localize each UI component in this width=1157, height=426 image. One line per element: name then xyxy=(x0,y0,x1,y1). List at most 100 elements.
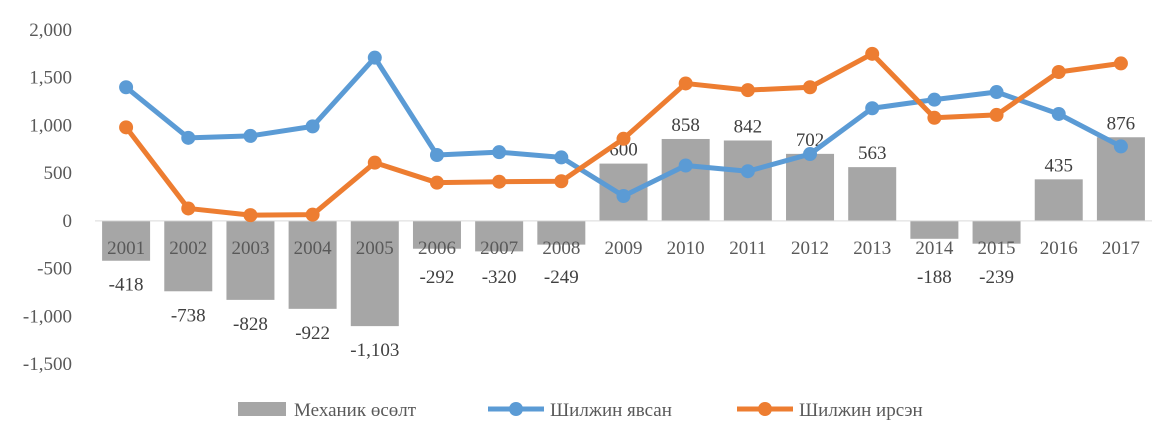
bar-2001 xyxy=(102,220,151,261)
point-2-2009 xyxy=(616,131,631,146)
category-label-2002: 2002 xyxy=(169,238,207,259)
category-label-2004: 2004 xyxy=(294,238,333,259)
point-2-2014 xyxy=(927,110,942,125)
bar-2003 xyxy=(226,220,275,300)
y-tick-label: 1,000 xyxy=(29,115,72,136)
point-2-2004 xyxy=(305,207,320,222)
point-1-2015 xyxy=(989,85,1004,100)
point-2-2001 xyxy=(119,120,134,135)
point-1-2008 xyxy=(554,150,569,165)
point-1-2013 xyxy=(865,101,880,116)
point-2-2003 xyxy=(243,208,258,223)
bar-2007 xyxy=(475,220,524,252)
bar-2012 xyxy=(786,153,835,221)
bar-2004 xyxy=(288,220,337,309)
bar-data-labels: -418-738 -828 -922-1,103-292 -320 -249600858… xyxy=(109,113,1135,361)
legend-label-bar: Механик өсөлт xyxy=(294,400,417,421)
category-label-2008: 2008 xyxy=(542,238,580,259)
legend-label-2: Шилжин ирсэн xyxy=(799,400,923,421)
point-2-2015 xyxy=(989,107,1004,122)
category-label-2016: 2016 xyxy=(1040,238,1078,259)
bar-2014 xyxy=(910,220,959,239)
bar-data-label-2011: 842 xyxy=(734,117,763,138)
point-2-2007 xyxy=(492,174,507,189)
category-label-2017: 2017 xyxy=(1102,238,1140,259)
point-1-2004 xyxy=(305,119,320,134)
bar-2002 xyxy=(164,220,213,292)
point-1-2017 xyxy=(1113,139,1128,154)
bar-data-label-2001: -418 xyxy=(109,275,144,296)
bar-2011 xyxy=(723,140,772,221)
bar-2005 xyxy=(350,220,399,327)
bar-2016 xyxy=(1034,179,1083,221)
point-1-2016 xyxy=(1051,106,1066,121)
bar-2013 xyxy=(848,167,897,221)
category-label-2014: 2014 xyxy=(915,238,954,259)
legend-label-1: Шилжин явсан xyxy=(550,400,672,421)
bar-data-label-2017: 876 xyxy=(1107,113,1136,134)
bar-data-label-2015: -239 xyxy=(979,267,1014,288)
bar-data-label-2004: -922 xyxy=(295,323,330,344)
bar-series xyxy=(102,137,1145,327)
bar-2010 xyxy=(661,138,710,221)
point-2-2011 xyxy=(740,83,755,98)
bar-data-label-2014: -188 xyxy=(917,267,952,288)
point-1-2009 xyxy=(616,189,631,204)
category-label-2009: 2009 xyxy=(605,238,643,259)
y-tick-label: -1,000 xyxy=(23,306,72,327)
category-label-2011: 2011 xyxy=(729,238,766,259)
point-1-2003 xyxy=(243,128,258,143)
y-tick-label: 0 xyxy=(63,211,73,232)
bar-2008 xyxy=(537,220,586,245)
point-2-2008 xyxy=(554,174,569,189)
y-axis: 2,000 1,500 1,000 500 0 -500 -1,000 -1,500 xyxy=(23,20,72,375)
point-1-2005 xyxy=(367,50,382,65)
category-labels: 2001 2002 2003 2004 2005 2006 2007 2008 2009 2010… xyxy=(107,238,1140,259)
category-label-2007: 2007 xyxy=(480,238,518,259)
bar-data-label-2002: -738 xyxy=(171,305,206,326)
y-tick-label: -500 xyxy=(37,259,72,280)
point-1-2011 xyxy=(740,164,755,179)
legend: Механик өсөлт Шилжин явсан Шилжин ирсэн xyxy=(238,400,923,421)
y-tick-label: 500 xyxy=(44,163,73,184)
y-tick-label: 1,500 xyxy=(29,68,72,89)
bar-data-label-2003: -828 xyxy=(233,314,268,335)
legend-swatch-marker-2 xyxy=(758,402,772,416)
category-label-2001: 2001 xyxy=(107,238,145,259)
bar-2015 xyxy=(972,220,1021,244)
point-1-2007 xyxy=(492,145,507,160)
point-1-2012 xyxy=(803,147,818,162)
category-label-2012: 2012 xyxy=(791,238,829,259)
point-2-2002 xyxy=(181,201,196,216)
point-2-2016 xyxy=(1051,64,1066,79)
point-2-2012 xyxy=(803,80,818,95)
bar-data-label-2012: 702 xyxy=(796,130,825,151)
y-tick-label: -1,500 xyxy=(23,354,72,375)
bar-2006 xyxy=(412,220,461,249)
point-2-2017 xyxy=(1113,56,1128,71)
point-2-2005 xyxy=(367,155,382,170)
point-1-2006 xyxy=(429,148,444,163)
bar-data-label-2006: -292 xyxy=(420,267,455,288)
bar-data-label-2005: -1,103 xyxy=(350,340,399,361)
bar-data-label-2016: 435 xyxy=(1044,155,1073,176)
category-label-2005: 2005 xyxy=(356,238,394,259)
category-label-2006: 2006 xyxy=(418,238,456,259)
category-label-2013: 2013 xyxy=(853,238,891,259)
category-label-2003: 2003 xyxy=(231,238,269,259)
y-tick-label: 2,000 xyxy=(29,20,72,41)
point-1-2010 xyxy=(678,158,693,173)
legend-swatch-marker-1 xyxy=(509,402,523,416)
line-series xyxy=(119,46,1128,223)
category-label-2010: 2010 xyxy=(667,238,705,259)
point-2-2006 xyxy=(429,175,444,190)
category-label-2015: 2015 xyxy=(978,238,1016,259)
bar-data-label-2007: -320 xyxy=(482,267,517,288)
bar-data-label-2008: -249 xyxy=(544,267,579,288)
legend-swatch-bar xyxy=(238,402,286,416)
point-1-2001 xyxy=(119,80,134,95)
point-2-2013 xyxy=(865,46,880,61)
bar-data-label-2013: 563 xyxy=(858,143,887,164)
bar-data-label-2010: 858 xyxy=(671,115,700,136)
